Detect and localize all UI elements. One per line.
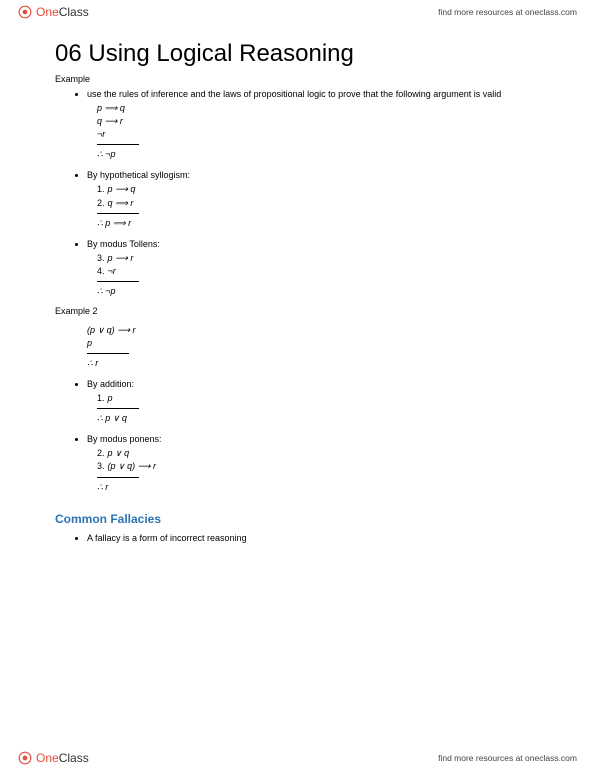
step-expr: p ⟶ q [108, 184, 136, 194]
step2-head: By modus Tollens: [87, 238, 540, 250]
brand-logo-footer: OneClass [18, 751, 89, 765]
step2-lines: 3.p ⟶ r 4.¬r [55, 252, 540, 278]
brand-one: One [36, 751, 59, 765]
footer-bar: OneClass find more resources at oneclass… [0, 746, 595, 770]
conclusion-line: ∴ p ⟹ r [97, 217, 540, 230]
inference-rule [97, 477, 139, 478]
ex2-step2-conclusion: ∴ r [55, 481, 540, 494]
brand-one: One [36, 5, 59, 19]
example1-intro: use the rules of inference and the laws … [87, 88, 540, 100]
page-title: 06 Using Logical Reasoning [55, 40, 540, 68]
conclusion-line: ∴ r [97, 481, 540, 494]
brand-class: Class [59, 751, 89, 765]
brand-text: OneClass [36, 5, 89, 19]
step-line: 3.p ⟶ r [97, 252, 540, 265]
step-expr: ¬r [108, 266, 116, 276]
step-expr: p [108, 393, 113, 403]
conclusion-line: ∴ ¬p [97, 148, 540, 161]
step-expr: (p ∨ q) ⟶ r [108, 461, 157, 471]
inference-rule [97, 144, 139, 145]
page-content: 06 Using Logical Reasoning Example use t… [55, 40, 540, 546]
inference-rule [97, 213, 139, 214]
step-num: 2. [97, 448, 105, 458]
step-expr: p ⟶ r [108, 253, 134, 263]
brand-text-footer: OneClass [36, 751, 89, 765]
inference-rule [97, 281, 139, 282]
example1-premises: p ⟹ q q ⟶ r ¬r [55, 102, 540, 141]
ex2-step1-conclusion: ∴ p ∨ q [55, 412, 540, 425]
step-num: 1. [97, 184, 105, 194]
conclusion-line: ∴ ¬p [97, 285, 540, 298]
conclusion-line: ∴ p ∨ q [97, 412, 540, 425]
premise-line: p [87, 337, 540, 350]
brand-logo: OneClass [18, 5, 89, 19]
step-line: 1.p ⟶ q [97, 183, 540, 196]
example2-premises: (p ∨ q) ⟶ r p [55, 324, 540, 350]
step-num: 2. [97, 198, 105, 208]
step2-conclusion: ∴ ¬p [55, 285, 540, 298]
logo-icon [18, 751, 32, 765]
inference-rule [97, 408, 139, 409]
step1-head-list: By hypothetical syllogism: [55, 169, 540, 181]
inference-rule [87, 353, 129, 354]
step-expr: p ∨ q [108, 448, 130, 458]
conclusion-line: ∴ r [87, 357, 540, 370]
step-line: 4.¬r [97, 265, 540, 278]
example1-conclusion: ∴ ¬p [55, 148, 540, 161]
brand-class: Class [59, 5, 89, 19]
step-line: 1.p [97, 392, 540, 405]
step2-head-list: By modus Tollens: [55, 238, 540, 250]
fallacies-heading: Common Fallacies [55, 512, 540, 526]
step-num: 3. [97, 461, 105, 471]
step1-head: By hypothetical syllogism: [87, 169, 540, 181]
premise-line: p ⟹ q [97, 102, 540, 115]
header-bar: OneClass find more resources at oneclass… [0, 0, 595, 24]
ex2-step2-head-list: By modus ponens: [55, 433, 540, 445]
ex2-step2-head: By modus ponens: [87, 433, 540, 445]
step-line: 2.q ⟹ r [97, 197, 540, 210]
step-line: 3.(p ∨ q) ⟶ r [97, 460, 540, 473]
step1-conclusion: ∴ p ⟹ r [55, 217, 540, 230]
step-num: 3. [97, 253, 105, 263]
step-num: 1. [97, 393, 105, 403]
premise-line: q ⟶ r [97, 115, 540, 128]
step-expr: q ⟹ r [108, 198, 134, 208]
fallacy-bullet: A fallacy is a form of incorrect reasoni… [87, 532, 540, 544]
example2-label: Example 2 [55, 306, 540, 316]
fallacies-list: A fallacy is a form of incorrect reasoni… [55, 532, 540, 544]
example1-label: Example [55, 74, 540, 84]
step-line: 2.p ∨ q [97, 447, 540, 460]
premise-line: (p ∨ q) ⟶ r [87, 324, 540, 337]
premise-line: ¬r [97, 128, 540, 141]
ex2-step1-lines: 1.p [55, 392, 540, 405]
step-num: 4. [97, 266, 105, 276]
step1-lines: 1.p ⟶ q 2.q ⟹ r [55, 183, 540, 209]
example1-intro-list: use the rules of inference and the laws … [55, 88, 540, 100]
ex2-step1-head-list: By addition: [55, 378, 540, 390]
footer-tagline: find more resources at oneclass.com [438, 753, 577, 763]
ex2-step1-head: By addition: [87, 378, 540, 390]
example2-conclusion: ∴ r [55, 357, 540, 370]
logo-icon [18, 5, 32, 19]
header-tagline: find more resources at oneclass.com [438, 7, 577, 17]
ex2-step2-lines: 2.p ∨ q 3.(p ∨ q) ⟶ r [55, 447, 540, 473]
